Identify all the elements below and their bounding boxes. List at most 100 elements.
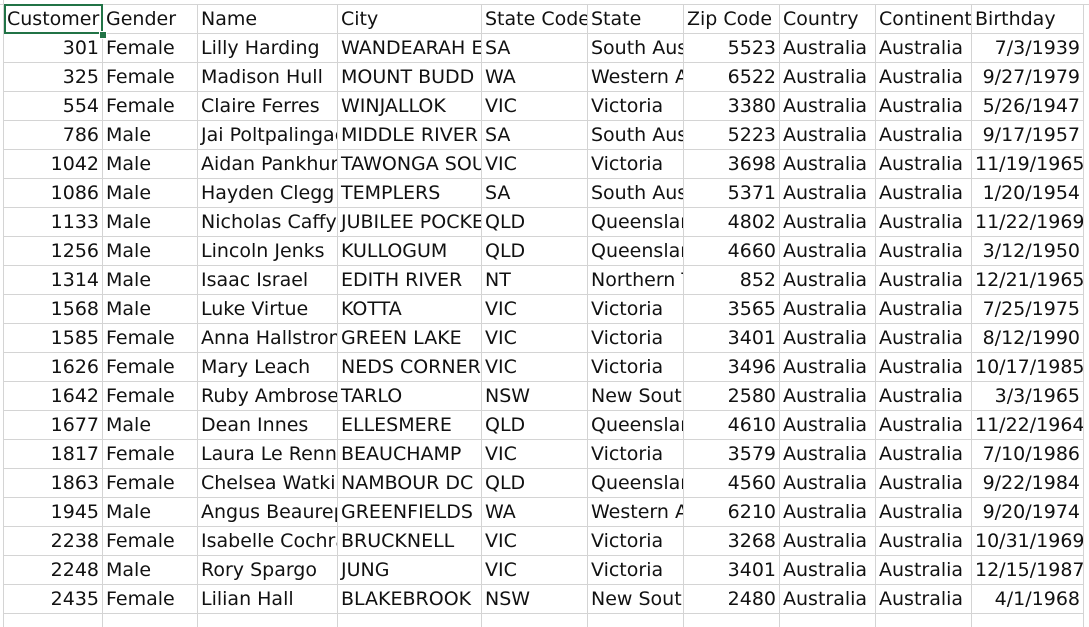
cell-gender[interactable]: Female (103, 382, 198, 411)
cell-name[interactable]: Rory Spargo (198, 556, 338, 585)
cell-state-code[interactable]: VIC (482, 92, 588, 121)
cell-city[interactable]: KOTTA (338, 295, 482, 324)
cell-state[interactable]: Queenslar (588, 237, 684, 266)
cell-city[interactable] (338, 614, 482, 627)
cell-birthday[interactable]: 11/19/1965 (972, 150, 1084, 179)
cell-name[interactable]: Lilian Hall (198, 585, 338, 614)
cell-gender[interactable]: Female (103, 92, 198, 121)
cell-continent[interactable]: Australia (876, 324, 972, 353)
cell-birthday[interactable]: 3/12/1950 (972, 237, 1084, 266)
cell-customer[interactable]: 1256 (4, 237, 103, 266)
cell-birthday[interactable]: 12/15/1987 (972, 556, 1084, 585)
cell-state[interactable]: Victoria (588, 150, 684, 179)
cell-state-code[interactable]: VIC (482, 440, 588, 469)
cell-country[interactable]: Australia (780, 92, 876, 121)
cell-birthday[interactable]: 1/20/1954 (972, 179, 1084, 208)
cell-continent[interactable]: Australia (876, 34, 972, 63)
cell-state-code[interactable] (482, 614, 588, 627)
cell-city[interactable]: GREEN LAKE (338, 324, 482, 353)
cell-country[interactable]: Australia (780, 498, 876, 527)
cell-zip-code[interactable]: 3380 (684, 92, 780, 121)
cell-name[interactable]: Mary Leach (198, 353, 338, 382)
cell-customer[interactable]: 2435 (4, 585, 103, 614)
cell-city[interactable]: TEMPLERS (338, 179, 482, 208)
cell-country[interactable]: Australia (780, 150, 876, 179)
header-cell-gender[interactable]: Gender (103, 5, 198, 34)
cell-gender[interactable]: Male (103, 556, 198, 585)
cell-country[interactable]: Australia (780, 179, 876, 208)
cell-state-code[interactable]: NSW (482, 382, 588, 411)
cell-name[interactable]: Jai Poltpalingac (198, 121, 338, 150)
cell-birthday[interactable]: 9/20/1974 (972, 498, 1084, 527)
cell-birthday[interactable]: 7/3/1939 (972, 34, 1084, 63)
cell-zip-code[interactable] (684, 614, 780, 627)
cell-birthday[interactable]: 8/12/1990 (972, 324, 1084, 353)
cell-zip-code[interactable]: 4560 (684, 469, 780, 498)
cell-country[interactable]: Australia (780, 208, 876, 237)
cell-country[interactable]: Australia (780, 63, 876, 92)
cell-continent[interactable]: Australia (876, 295, 972, 324)
cell-gender[interactable]: Female (103, 469, 198, 498)
cell-customer[interactable]: 1863 (4, 469, 103, 498)
cell-name[interactable]: Claire Ferres (198, 92, 338, 121)
cell-continent[interactable]: Australia (876, 585, 972, 614)
cell-zip-code[interactable]: 4802 (684, 208, 780, 237)
cell-customer[interactable]: 1642 (4, 382, 103, 411)
header-cell-name[interactable]: Name (198, 5, 338, 34)
cell-name[interactable]: Angus Beaurep (198, 498, 338, 527)
cell-city[interactable]: ELLESMERE (338, 411, 482, 440)
cell-birthday[interactable]: 7/25/1975 (972, 295, 1084, 324)
cell-birthday[interactable]: 10/17/1985 (972, 353, 1084, 382)
cell-name[interactable]: Aidan Pankhurs (198, 150, 338, 179)
cell-gender[interactable]: Female (103, 440, 198, 469)
cell-state-code[interactable]: VIC (482, 353, 588, 382)
cell-customer[interactable]: 1626 (4, 353, 103, 382)
cell-state[interactable]: Victoria (588, 92, 684, 121)
cell-name[interactable]: Madison Hull (198, 63, 338, 92)
cell-birthday[interactable] (972, 614, 1084, 627)
cell-customer[interactable]: 786 (4, 121, 103, 150)
cell-gender[interactable]: Female (103, 353, 198, 382)
cell-state-code[interactable]: VIC (482, 295, 588, 324)
cell-state[interactable] (588, 614, 684, 627)
cell-name[interactable]: Lincoln Jenks (198, 237, 338, 266)
header-cell-zip-code[interactable]: Zip Code (684, 5, 780, 34)
cell-country[interactable] (780, 614, 876, 627)
cell-zip-code[interactable]: 5223 (684, 121, 780, 150)
header-cell-customer[interactable]: Customer (4, 5, 103, 34)
cell-city[interactable]: TAWONGA SOU (338, 150, 482, 179)
cell-customer[interactable]: 1042 (4, 150, 103, 179)
cell-city[interactable]: WANDEARAH E (338, 34, 482, 63)
cell-customer[interactable]: 1133 (4, 208, 103, 237)
cell-continent[interactable]: Australia (876, 498, 972, 527)
cell-gender[interactable]: Female (103, 324, 198, 353)
fill-handle[interactable] (99, 31, 107, 39)
cell-birthday[interactable]: 3/3/1965 (972, 382, 1084, 411)
cell-state[interactable]: Northern T (588, 266, 684, 295)
cell-city[interactable]: NAMBOUR DC (338, 469, 482, 498)
cell-country[interactable]: Australia (780, 34, 876, 63)
cell-customer[interactable]: 554 (4, 92, 103, 121)
cell-name[interactable]: Ruby Ambrose (198, 382, 338, 411)
cell-gender[interactable]: Male (103, 266, 198, 295)
cell-gender[interactable]: Female (103, 63, 198, 92)
cell-customer[interactable]: 1568 (4, 295, 103, 324)
cell-zip-code[interactable]: 3496 (684, 353, 780, 382)
cell-continent[interactable]: Australia (876, 556, 972, 585)
cell-name[interactable]: Laura Le Renne (198, 440, 338, 469)
cell-name[interactable]: Hayden Clegg (198, 179, 338, 208)
cell-birthday[interactable]: 11/22/1964 (972, 411, 1084, 440)
cell-continent[interactable]: Australia (876, 237, 972, 266)
cell-name[interactable]: Chelsea Watkir (198, 469, 338, 498)
cell-zip-code[interactable]: 852 (684, 266, 780, 295)
cell-customer[interactable]: 1677 (4, 411, 103, 440)
cell-city[interactable]: MIDDLE RIVER (338, 121, 482, 150)
cell-state-code[interactable]: QLD (482, 237, 588, 266)
cell-continent[interactable]: Australia (876, 92, 972, 121)
cell-state-code[interactable]: QLD (482, 411, 588, 440)
cell-continent[interactable]: Australia (876, 63, 972, 92)
cell-country[interactable]: Australia (780, 266, 876, 295)
cell-customer[interactable]: 1945 (4, 498, 103, 527)
cell-name[interactable] (198, 614, 338, 627)
